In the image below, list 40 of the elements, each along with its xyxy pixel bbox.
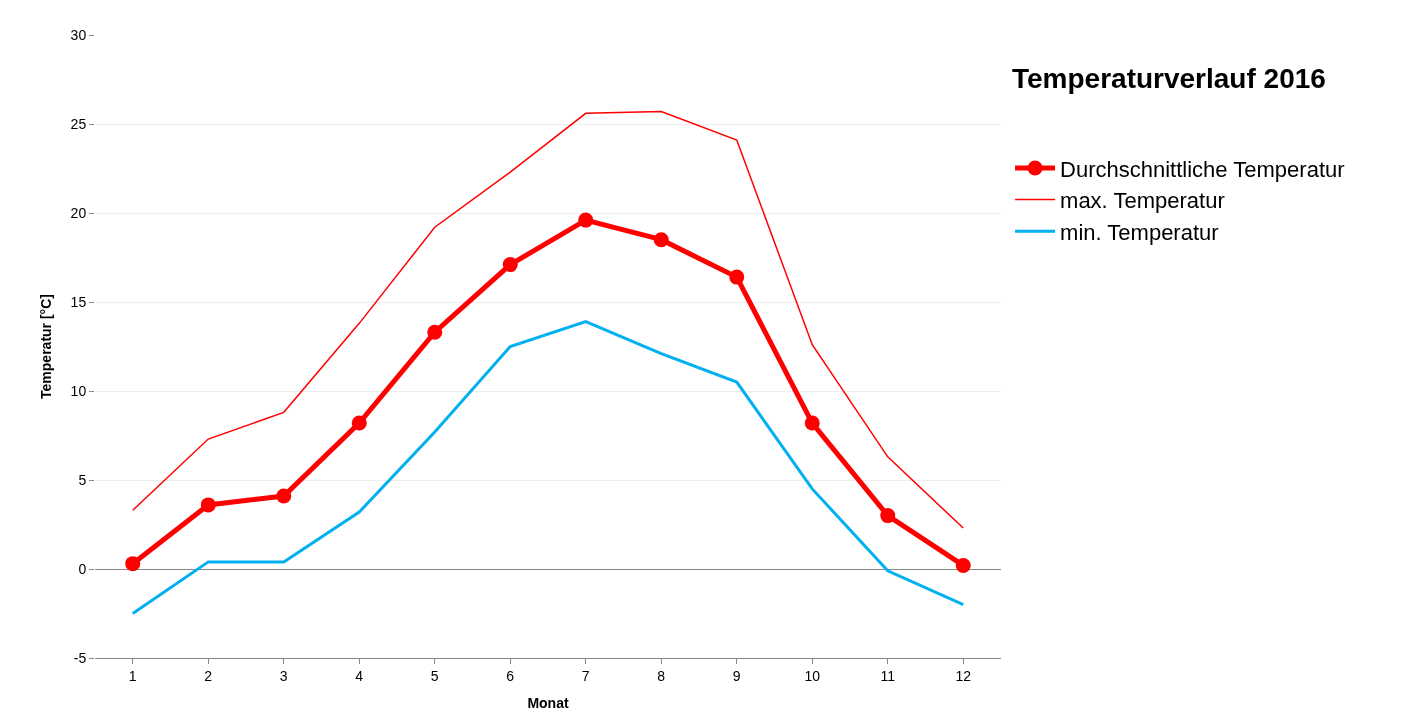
y-axis-title: Temperatur [°C]: [38, 294, 55, 399]
y-tick-label: 25: [70, 115, 87, 132]
x-tick-label: 1: [128, 667, 137, 684]
x-tick-label: 7: [581, 667, 590, 684]
point: [502, 257, 518, 273]
x-tick-label: 10: [804, 667, 821, 684]
x-tick-label: 8: [657, 667, 666, 684]
point: [804, 415, 820, 431]
point: [729, 269, 745, 285]
y-tick-label: 10: [70, 382, 87, 399]
line-series: [131, 320, 965, 615]
point: [880, 508, 896, 524]
point: [578, 212, 594, 228]
y-tick-label: 20: [70, 204, 87, 221]
x-tick-label: 6: [506, 667, 515, 684]
text: Temperaturverlauf 2016: [1012, 63, 1326, 94]
x-tick-label: 3: [279, 667, 288, 684]
point: [653, 232, 669, 248]
x-tick-label: 9: [732, 667, 741, 684]
x-tick-label: 5: [430, 667, 439, 684]
point: [200, 497, 216, 513]
y-tick-label: 5: [78, 471, 87, 488]
point: [955, 557, 971, 573]
x-axis-title: Monat: [527, 695, 569, 712]
point: [351, 415, 367, 431]
y-tick-label: -5: [73, 649, 87, 666]
legend-label: Durchschnittliche Temperatur: [1060, 156, 1345, 182]
y-tick-label: 15: [70, 293, 87, 310]
x-tick-label: 11: [880, 667, 896, 684]
y-tick-label: 30: [70, 26, 87, 43]
legend-label: max. Temperatur: [1060, 188, 1225, 214]
point: [125, 556, 141, 572]
legend-label: min. Temperatur: [1060, 219, 1219, 245]
line-series: [132, 110, 964, 529]
point: [427, 324, 443, 340]
x-tick-label: 12: [955, 667, 972, 684]
x-tick-label: 4: [355, 667, 364, 684]
y-tick-label: 0: [78, 560, 87, 577]
x-tick-label: 2: [204, 667, 213, 684]
point: [276, 488, 292, 504]
